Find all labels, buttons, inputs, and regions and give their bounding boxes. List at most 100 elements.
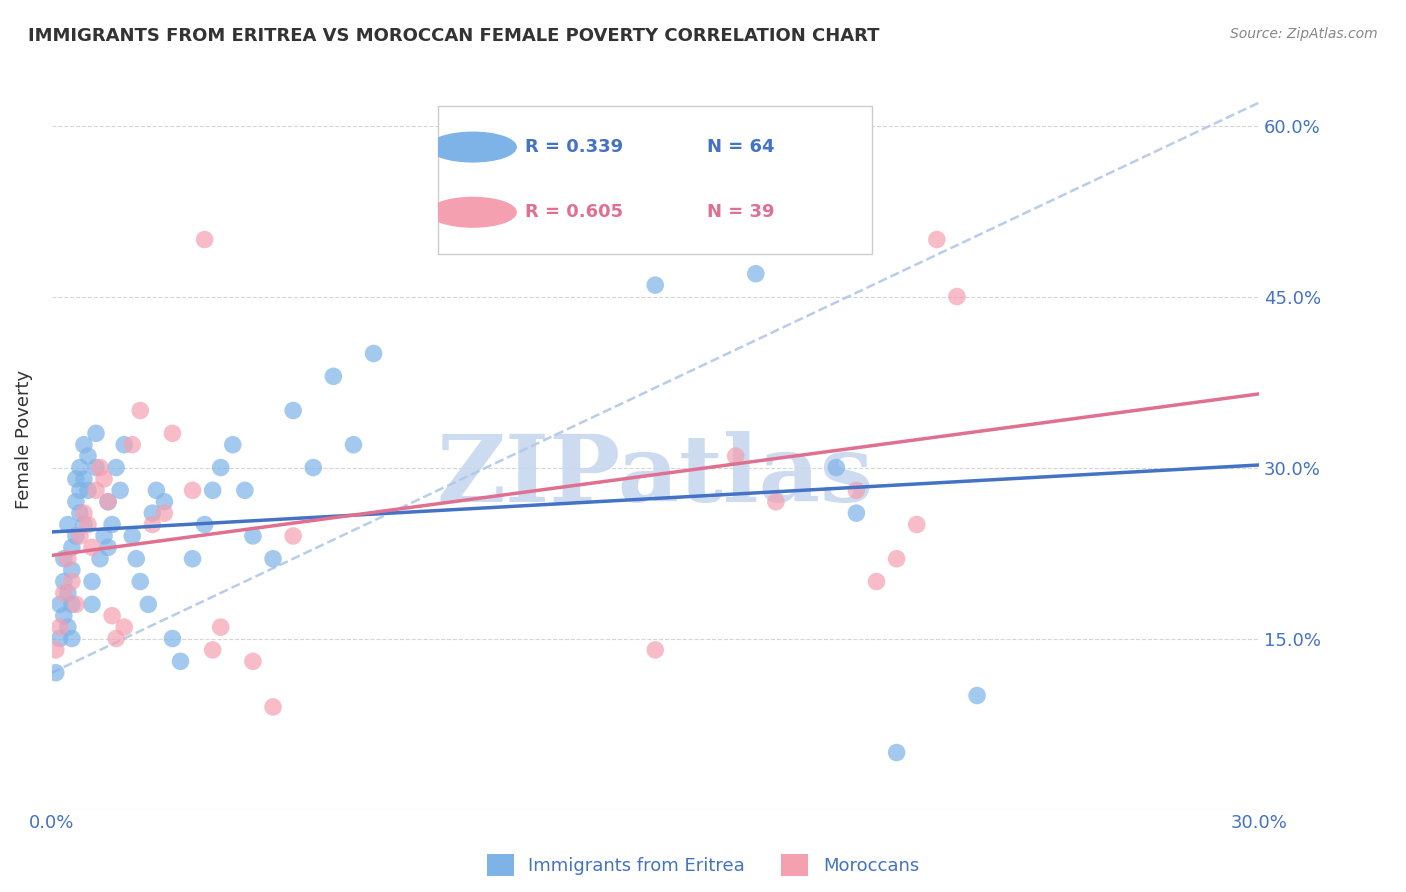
- Point: [65, 494, 87, 508]
- Point: [281, 403, 304, 417]
- Point: [169, 654, 191, 668]
- Point: [644, 278, 666, 293]
- Point: [93, 472, 115, 486]
- Point: [93, 529, 115, 543]
- Text: Source: ZipAtlas.com: Source: ZipAtlas.com: [1230, 27, 1378, 41]
- Point: [77, 449, 100, 463]
- Point: [342, 438, 364, 452]
- Point: [925, 233, 948, 247]
- Point: [242, 529, 264, 543]
- Point: [865, 574, 887, 589]
- Point: [56, 517, 79, 532]
- Point: [52, 586, 75, 600]
- Point: [201, 643, 224, 657]
- Point: [153, 494, 176, 508]
- Point: [56, 620, 79, 634]
- Point: [125, 551, 148, 566]
- Point: [886, 746, 908, 760]
- Point: [97, 541, 120, 555]
- Point: [73, 506, 96, 520]
- Point: [77, 517, 100, 532]
- Legend: Immigrants from Eritrea, Moroccans: Immigrants from Eritrea, Moroccans: [479, 847, 927, 883]
- Point: [112, 620, 135, 634]
- Point: [141, 506, 163, 520]
- Point: [80, 574, 103, 589]
- Point: [60, 632, 83, 646]
- Point: [136, 598, 159, 612]
- Point: [49, 598, 72, 612]
- Point: [363, 346, 385, 360]
- Point: [108, 483, 131, 498]
- Point: [52, 608, 75, 623]
- Point: [886, 551, 908, 566]
- Point: [685, 198, 707, 212]
- Point: [60, 574, 83, 589]
- Point: [905, 517, 928, 532]
- Point: [222, 438, 245, 452]
- Point: [52, 574, 75, 589]
- Point: [281, 529, 304, 543]
- Point: [966, 689, 988, 703]
- Point: [242, 654, 264, 668]
- Point: [69, 506, 91, 520]
- Point: [194, 517, 217, 532]
- Point: [101, 517, 124, 532]
- Point: [84, 460, 107, 475]
- Point: [49, 632, 72, 646]
- Point: [121, 438, 143, 452]
- Point: [97, 494, 120, 508]
- Point: [644, 643, 666, 657]
- Point: [141, 517, 163, 532]
- Point: [946, 289, 969, 303]
- Point: [60, 563, 83, 577]
- Point: [56, 551, 79, 566]
- Point: [112, 438, 135, 452]
- Point: [101, 608, 124, 623]
- Point: [89, 551, 111, 566]
- Point: [765, 494, 787, 508]
- Point: [97, 494, 120, 508]
- Point: [724, 449, 747, 463]
- Point: [194, 233, 217, 247]
- Point: [209, 620, 232, 634]
- Point: [56, 586, 79, 600]
- Point: [80, 541, 103, 555]
- Point: [129, 403, 152, 417]
- Point: [129, 574, 152, 589]
- Point: [209, 460, 232, 475]
- Point: [65, 598, 87, 612]
- Point: [262, 551, 284, 566]
- Y-axis label: Female Poverty: Female Poverty: [15, 369, 32, 508]
- Point: [322, 369, 344, 384]
- Point: [181, 483, 204, 498]
- Point: [262, 700, 284, 714]
- Point: [181, 551, 204, 566]
- Point: [845, 506, 868, 520]
- Point: [80, 598, 103, 612]
- Point: [153, 506, 176, 520]
- Point: [69, 460, 91, 475]
- Point: [45, 665, 67, 680]
- Point: [162, 426, 184, 441]
- Point: [84, 426, 107, 441]
- Point: [60, 598, 83, 612]
- Point: [65, 472, 87, 486]
- Point: [825, 460, 848, 475]
- Point: [201, 483, 224, 498]
- Point: [121, 529, 143, 543]
- Point: [105, 632, 128, 646]
- Point: [60, 541, 83, 555]
- Point: [145, 483, 167, 498]
- Point: [77, 483, 100, 498]
- Point: [745, 267, 768, 281]
- Point: [89, 460, 111, 475]
- Point: [69, 529, 91, 543]
- Point: [69, 483, 91, 498]
- Point: [302, 460, 325, 475]
- Text: IMMIGRANTS FROM ERITREA VS MOROCCAN FEMALE POVERTY CORRELATION CHART: IMMIGRANTS FROM ERITREA VS MOROCCAN FEMA…: [28, 27, 880, 45]
- Point: [52, 551, 75, 566]
- Point: [73, 438, 96, 452]
- Point: [233, 483, 256, 498]
- Point: [65, 529, 87, 543]
- Point: [45, 643, 67, 657]
